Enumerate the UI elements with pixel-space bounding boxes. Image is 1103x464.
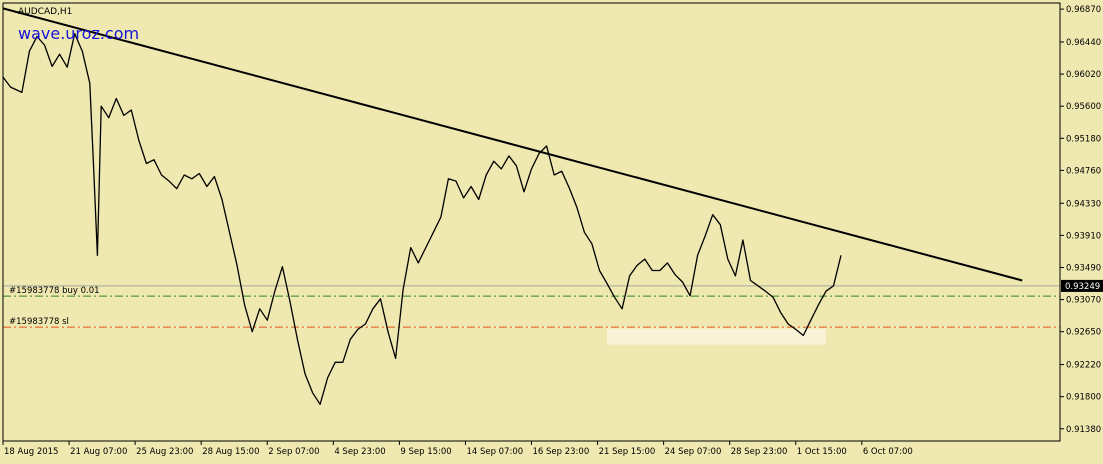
x-tick-label: 16 Sep 23:00 bbox=[533, 447, 590, 457]
highlight-zone bbox=[607, 328, 826, 345]
price-tag-box bbox=[1061, 279, 1103, 292]
y-tick-label: 0.91800 bbox=[1066, 393, 1101, 403]
watermark-text: wave.uroz.com bbox=[18, 24, 139, 43]
x-axis: 18 Aug 2015 21 Aug 07:00 25 Aug 23:00 28 Au… bbox=[2, 441, 913, 457]
x-tick-label: 28 Aug 15:00 bbox=[202, 447, 259, 457]
x-tick-label: 24 Sep 07:00 bbox=[665, 447, 722, 457]
x-tick-label: 21 Sep 15:00 bbox=[599, 447, 656, 457]
y-tick-label: 0.92650 bbox=[1066, 328, 1101, 338]
y-axis: 0.96870 0.96440 0.96020 0.95600 0.95180 0.947… bbox=[1060, 5, 1101, 435]
y-tick-label: 0.95180 bbox=[1066, 134, 1101, 144]
x-tick-label: 1 Oct 15:00 bbox=[797, 447, 847, 457]
x-tick-label: 25 Aug 23:00 bbox=[136, 447, 193, 457]
x-tick-label: 4 Sep 23:00 bbox=[334, 447, 385, 457]
trend-line bbox=[2, 7, 1023, 282]
x-tick-label: 2 Sep 07:00 bbox=[268, 447, 319, 457]
price-line bbox=[2, 32, 842, 405]
y-tick-label: 0.92220 bbox=[1066, 361, 1101, 371]
order-label-1: #15983778 sl bbox=[9, 317, 69, 327]
x-tick-label: 14 Sep 07:00 bbox=[466, 447, 523, 457]
y-tick-label: 0.96440 bbox=[1066, 38, 1101, 48]
x-tick-label: 28 Sep 23:00 bbox=[731, 447, 788, 457]
y-tick-label: 0.93070 bbox=[1066, 296, 1101, 306]
y-tick-label: 0.94330 bbox=[1066, 199, 1101, 209]
y-tick-label: 0.93910 bbox=[1066, 231, 1101, 241]
y-tick-label: 0.94760 bbox=[1066, 166, 1101, 176]
order-lines: #15983778 buy 0.01 #15983778 sl bbox=[3, 286, 1060, 328]
price-tag-label: 0.93249 bbox=[1065, 282, 1100, 292]
x-tick-label: 21 Aug 07:00 bbox=[70, 447, 127, 457]
x-tick-label: 6 Oct 07:00 bbox=[863, 447, 913, 457]
y-tick-label: 0.96020 bbox=[1066, 70, 1101, 80]
chart-title: AUDCAD,H1 bbox=[18, 7, 72, 17]
y-tick-label: 0.96870 bbox=[1066, 5, 1101, 15]
x-tick-label: 18 Aug 2015 bbox=[4, 447, 58, 457]
order-label-0: #15983778 buy 0.01 bbox=[9, 286, 100, 296]
current-price-tag: 0.93249 bbox=[1061, 279, 1103, 292]
x-tick-label: 9 Sep 15:00 bbox=[400, 447, 451, 457]
y-tick-label: 0.93490 bbox=[1066, 263, 1101, 273]
y-tick-label: 0.95600 bbox=[1066, 102, 1101, 112]
y-tick-label: 0.91380 bbox=[1066, 425, 1101, 435]
